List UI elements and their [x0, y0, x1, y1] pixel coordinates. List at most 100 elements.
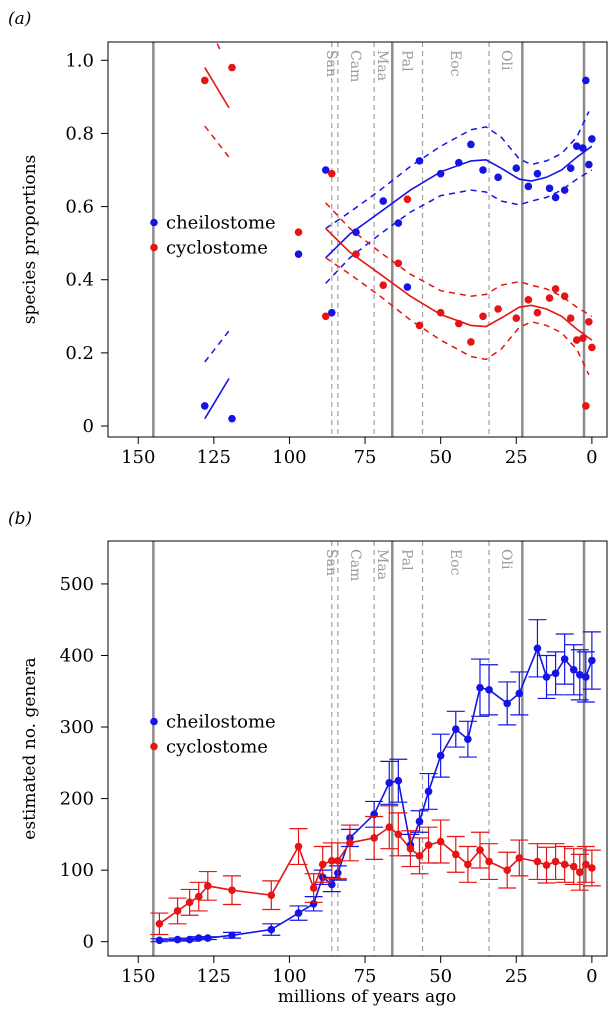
- cheilostome-point: [455, 158, 463, 167]
- cyclostome-point: [334, 857, 342, 865]
- cyclostome-point: [551, 857, 560, 866]
- y-tick-label: 1.0: [65, 50, 94, 71]
- period-label: San: [323, 549, 339, 576]
- cheilostome-point: [551, 669, 560, 678]
- cheilostome-point: [569, 665, 578, 674]
- cyclostome-point: [267, 891, 276, 899]
- cyclostome-point: [569, 862, 578, 871]
- y-tick-label: 300: [60, 717, 94, 738]
- cheilostome-point: [503, 699, 512, 708]
- cheilostome-point: [204, 934, 212, 942]
- cheilostome-point: [515, 689, 524, 698]
- x-axis-label: millions of years ago: [278, 987, 456, 1007]
- b-points: [150, 619, 601, 945]
- y-tick-label: 200: [60, 789, 94, 810]
- x-tick-label: 100: [272, 447, 306, 468]
- x-tick-label: 25: [505, 966, 528, 987]
- cheilostome-point: [267, 925, 276, 934]
- a-axes: 150 125 100 75 50 25 0 0 0.2 0.4 0.6 0.8 1.0: [65, 50, 597, 468]
- cyclostome-point: [572, 336, 581, 344]
- cyclostome-point: [464, 860, 472, 869]
- cyclostome-point: [515, 854, 524, 862]
- x-tick-label: 100: [272, 966, 306, 987]
- period-label: Oli: [498, 549, 514, 570]
- cheilostome-point: [512, 164, 521, 172]
- b-plot-frame: [107, 540, 608, 957]
- cheilostome-point: [588, 135, 596, 143]
- cyclostome-point: [566, 314, 575, 322]
- cyclostome-point: [173, 907, 182, 915]
- y-tick-label: 400: [60, 645, 94, 666]
- cheilostome-point: [403, 283, 412, 291]
- cyclostome-point: [476, 846, 484, 854]
- x-tick-label: 75: [354, 447, 377, 468]
- cyclostome-point: [228, 886, 236, 894]
- cheilostome-point: [294, 250, 303, 258]
- cheilostome-legend-marker: [150, 218, 158, 227]
- cheilostome-point: [533, 644, 542, 653]
- b-y-axis-label: estimated no. genera: [20, 657, 40, 839]
- cheilostome-early-fit: [204, 378, 230, 420]
- cyclostome-point: [485, 857, 493, 866]
- cheilostome-fit-line: [325, 145, 593, 259]
- cyclostome-point: [579, 334, 587, 343]
- a-plot-frame: [107, 41, 608, 438]
- a-period-labels: San Cam Maa Pal Eoc Oli: [323, 50, 514, 82]
- cyclostome-point: [582, 402, 590, 410]
- cyclostome-point: [479, 312, 487, 321]
- cheilostome-point: [194, 934, 203, 942]
- cheilostome-point: [551, 193, 560, 202]
- cyclostome-point: [352, 250, 360, 258]
- a-y-axis-label: species proportions: [20, 155, 40, 324]
- cheilostome-point: [582, 76, 590, 85]
- cyclostome-fit-line: [325, 227, 593, 341]
- cheilostome-point: [560, 655, 569, 663]
- cyclostome-point: [424, 841, 433, 849]
- y-tick-label: 0.2: [65, 343, 94, 364]
- cyclostome-early-band: [215, 42, 221, 50]
- cheilostome-point: [585, 160, 593, 169]
- y-tick-label: 0.6: [65, 197, 94, 218]
- cheilostome-point: [572, 142, 581, 151]
- cheilostome-early-band: [204, 330, 230, 363]
- cheilostome-point: [394, 219, 403, 227]
- panel-b-label: (b): [8, 509, 32, 529]
- cyclostome-point: [524, 296, 533, 304]
- cyclostome-point: [406, 844, 415, 853]
- cyclostome-point: [155, 920, 164, 928]
- period-label: Pal: [398, 549, 414, 571]
- cyclostome-point: [503, 866, 512, 874]
- period-label: Oli: [498, 50, 514, 71]
- y-tick-label: 0.8: [65, 123, 94, 144]
- x-tick-label: 50: [429, 966, 452, 987]
- y-tick-label: 0.4: [65, 270, 94, 291]
- cheilostome-point: [560, 186, 569, 194]
- cyclostome-point: [575, 868, 584, 877]
- cyclostome-legend-marker: [150, 243, 158, 252]
- period-label: Cam: [347, 50, 363, 82]
- cyclostome-point: [185, 898, 194, 907]
- cyclostome-point: [394, 830, 403, 839]
- cyclostome-point: [309, 884, 318, 892]
- cyclostome-point: [385, 823, 394, 832]
- cyclostome-point: [415, 321, 424, 330]
- cyclostome-point: [370, 834, 378, 842]
- y-tick-label: 0: [83, 416, 94, 437]
- panel-a: (a) San Cam Maa Pal Eoc Oli 150 125 100 75 50 25 0 0…: [8, 9, 608, 468]
- cheilostome-point: [394, 776, 403, 785]
- b-legend: cheilostome cyclostome: [150, 712, 276, 758]
- a-fit-lines: [204, 42, 593, 420]
- x-tick-label: 125: [197, 966, 231, 987]
- cheilostome-point: [352, 228, 360, 236]
- cyclostome-point: [204, 882, 212, 890]
- cyclostome-point: [436, 308, 445, 317]
- cheilostome-point: [575, 671, 584, 679]
- cheilostome-point: [545, 184, 554, 193]
- cheilostome-band-lower: [325, 169, 593, 284]
- cheilostome-point: [524, 182, 533, 191]
- cheilostome-line: [159, 645, 593, 942]
- period-label: Eoc: [447, 549, 463, 576]
- cheilostome-point: [415, 817, 424, 826]
- x-tick-label: 150: [121, 447, 155, 468]
- cheilostome-point: [476, 683, 484, 692]
